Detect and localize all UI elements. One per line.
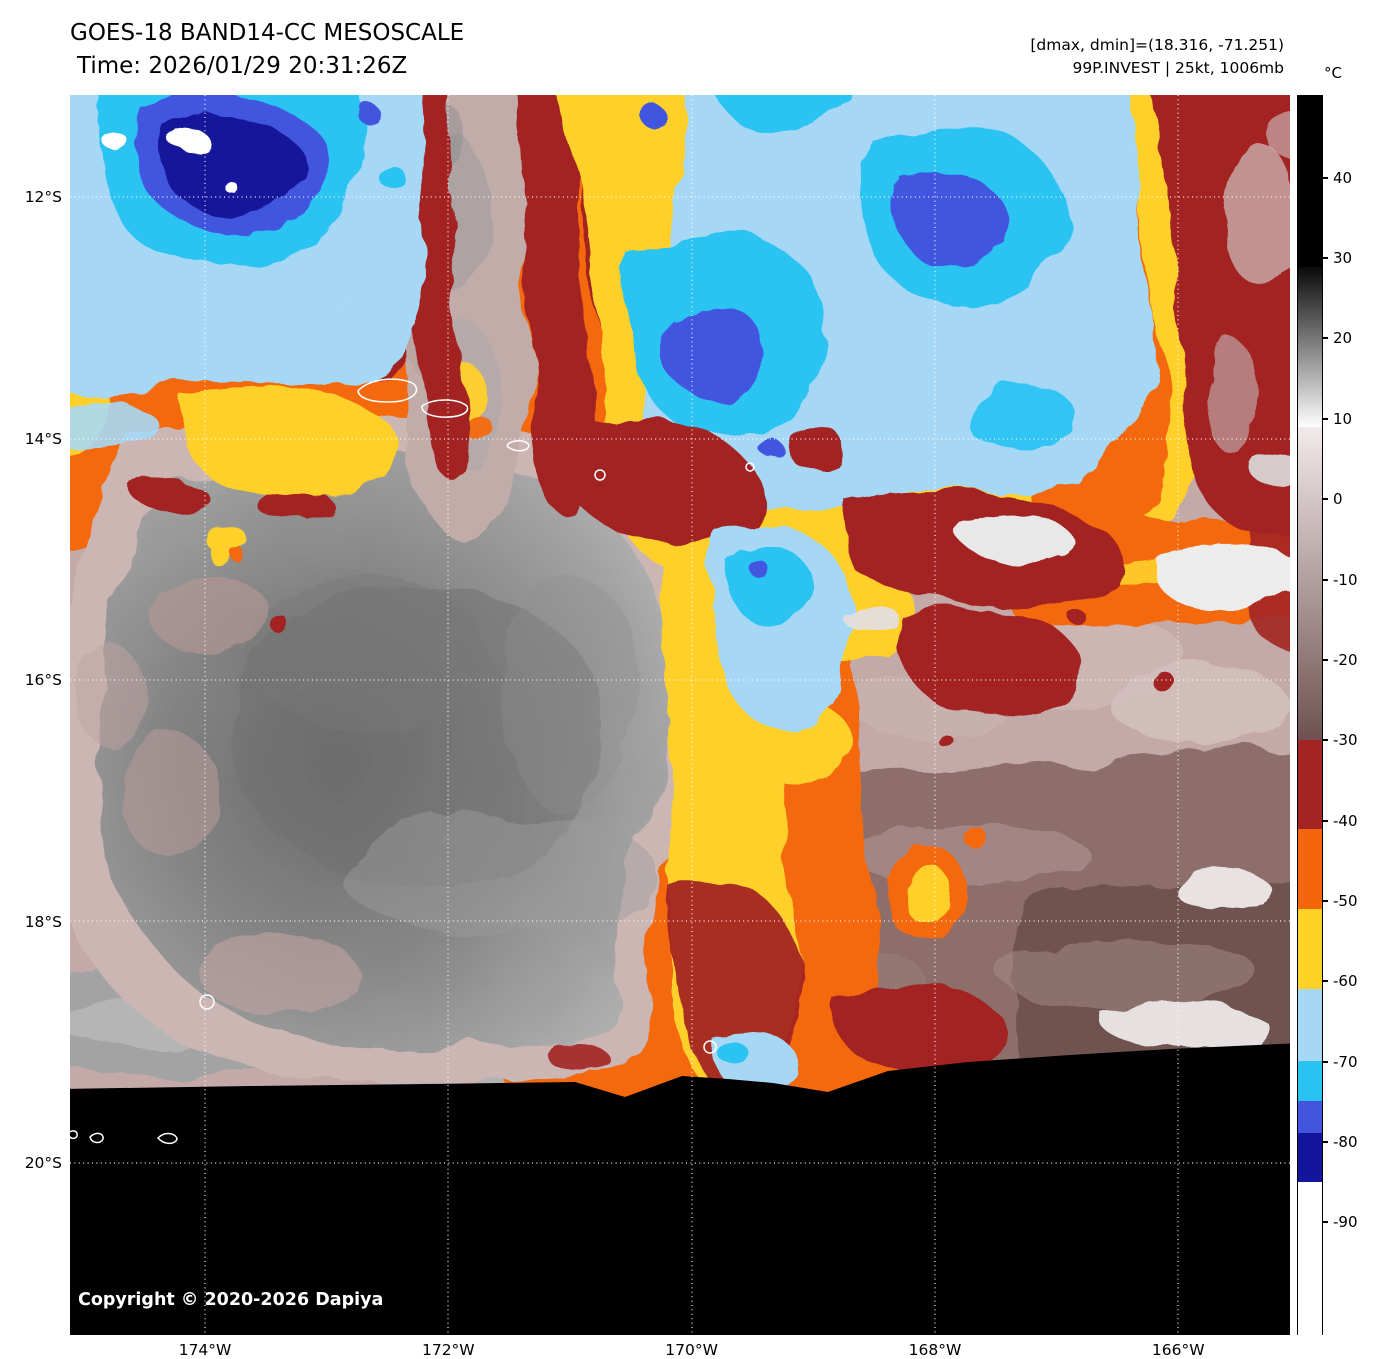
colorbar-tick [1323, 337, 1328, 340]
colorbar-tick [1323, 1060, 1328, 1063]
colorbar-segment [1298, 1181, 1322, 1335]
colorbar-tick-label: -50 [1333, 892, 1358, 911]
colorbar-segment [1298, 1133, 1322, 1183]
header-info: [dmax, dmin]=(18.316, -71.251) 99P.INVES… [1030, 34, 1284, 81]
copyright-text: Copyright © 2020-2026 Dapiya [78, 1290, 383, 1310]
colorbar [1297, 95, 1323, 1335]
colorbar-tick-label: 0 [1333, 490, 1343, 509]
upper-right-cold-shield [626, 95, 1154, 549]
bottom-center-cold [709, 1031, 799, 1090]
lon-tick-label: 166°W [1151, 1341, 1205, 1359]
center-cold-blob [714, 527, 853, 730]
colorbar-tick-label: 30 [1333, 249, 1353, 268]
page-title: GOES-18 BAND14-CC MESOSCALE [70, 20, 465, 46]
lat-tick-label: 20°S [24, 1154, 62, 1173]
scan-edge-black-region [70, 1043, 1290, 1335]
colorbar-tick-label: -40 [1333, 811, 1358, 830]
colorbar-tick [1323, 739, 1328, 742]
colorbar-tick [1323, 257, 1328, 260]
colorbar-tick [1323, 900, 1328, 903]
colorbar-segment [1298, 96, 1322, 268]
colorbar-tick-label: -60 [1333, 972, 1358, 991]
colorbar-tick-label: 20 [1333, 329, 1353, 348]
colorbar-tick [1323, 658, 1328, 661]
map-area: Copyright © 2020-2026 Dapiya [67, 95, 1290, 1335]
colorbar-tick-label: -80 [1333, 1133, 1358, 1152]
warm-gray-cloud-mass [70, 413, 708, 1085]
lon-tick-label: 174°W [178, 1341, 232, 1359]
lat-tick-label: 12°S [24, 188, 62, 207]
timestamp: Time: 2026/01/29 20:31:26Z [77, 53, 408, 79]
colorbar-unit-label: °C [1324, 64, 1342, 82]
lon-tick-label: 170°W [665, 1341, 718, 1359]
colorbar-tick-label: -30 [1333, 731, 1358, 750]
lon-tick-label: 172°W [421, 1341, 475, 1359]
cloud-field [70, 95, 1290, 1335]
colorbar-tick-label: -10 [1333, 570, 1358, 589]
lat-tick-label: 18°S [24, 912, 62, 931]
lat-tick-label: 16°S [24, 671, 62, 690]
colorbar-segment [1298, 1061, 1322, 1102]
colorbar-segment [1298, 988, 1322, 1062]
colorbar-tick [1323, 417, 1328, 420]
satellite-map: Copyright © 2020-2026 Dapiya [67, 95, 1290, 1335]
colorbar-tick [1323, 578, 1328, 581]
colorbar-tick-label: -90 [1333, 1213, 1358, 1232]
storm-readout: 99P.INVEST | 25kt, 1006mb [1072, 59, 1284, 78]
colorbar-segment [1298, 1101, 1322, 1135]
grid-lines [70, 95, 1290, 1335]
colorbar-tick-label: -70 [1333, 1052, 1358, 1071]
colorbar-tick-label: 40 [1333, 168, 1353, 187]
colorbar-segment [1298, 740, 1322, 830]
white-cloud-patches [842, 449, 1290, 1053]
colorbar-tick [1323, 1221, 1328, 1224]
colorbar-tick [1323, 819, 1328, 822]
colorbar-tick [1323, 498, 1328, 501]
colorbar-tick [1323, 1141, 1328, 1144]
colorbar-tick [1323, 176, 1328, 179]
upper-left-cold-cluster [70, 95, 428, 451]
coastline-outlines [67, 378, 755, 1145]
colorbar-tick [1323, 980, 1328, 983]
colorbar-segment [1298, 908, 1322, 990]
dmax-dmin-readout: [dmax, dmin]=(18.316, -71.251) [1030, 36, 1284, 54]
lon-tick-label: 168°W [908, 1341, 962, 1359]
colorbar-segment [1298, 266, 1322, 428]
colorbar-segment [1298, 828, 1322, 910]
colorbar-tick-label: 10 [1333, 409, 1353, 428]
lat-tick-label: 14°S [24, 429, 62, 448]
colorbar-tick-label: -20 [1333, 650, 1358, 669]
colorbar-segment [1298, 427, 1322, 741]
orange-yellow-spot-br [883, 827, 987, 940]
